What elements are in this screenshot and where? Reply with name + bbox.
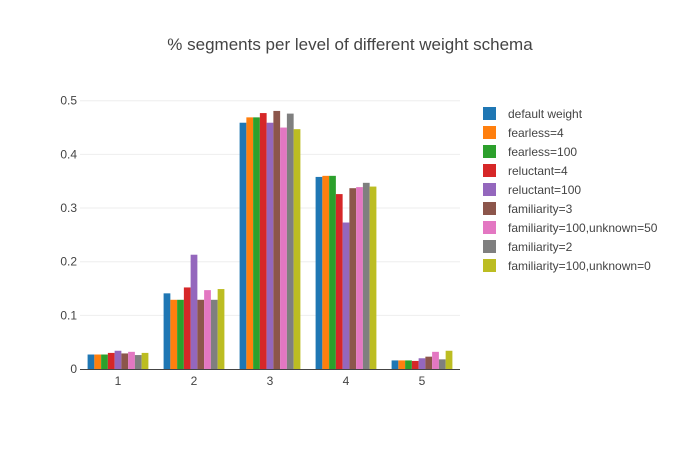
legend-item[interactable]: familiarity=100,unknown=0 [483, 259, 651, 273]
bar[interactable] [369, 186, 377, 369]
bar[interactable] [405, 360, 412, 369]
bars [87, 110, 453, 370]
bar[interactable] [411, 360, 419, 369]
bar[interactable] [391, 360, 399, 369]
legend-swatch [483, 259, 496, 272]
legend-label: reluctant=4 [508, 164, 568, 178]
bar[interactable] [259, 113, 267, 369]
legend-swatch [483, 164, 496, 177]
bar[interactable] [362, 182, 370, 369]
legend-swatch [483, 126, 496, 139]
legend-item[interactable]: familiarity=100,unknown=50 [483, 221, 658, 235]
bar[interactable] [398, 360, 406, 369]
y-tick-label: 0.1 [60, 308, 77, 322]
bar[interactable] [273, 110, 281, 370]
legend-swatch [483, 107, 496, 120]
legend-item[interactable]: fearless=100 [483, 145, 577, 159]
legend-item[interactable]: familiarity=3 [483, 202, 573, 216]
bar[interactable] [170, 299, 178, 369]
bar[interactable] [190, 254, 198, 369]
y-tick-label: 0.5 [60, 94, 77, 108]
bar[interactable] [141, 352, 149, 369]
x-tick-label: 2 [191, 374, 198, 388]
bar[interactable] [356, 187, 363, 369]
bar[interactable] [342, 222, 350, 369]
legend-item[interactable]: reluctant=4 [483, 164, 568, 178]
x-tick-label: 3 [267, 374, 274, 388]
bar[interactable] [418, 358, 426, 369]
bar[interactable] [121, 353, 129, 369]
x-tick-label: 5 [419, 374, 426, 388]
bar[interactable] [432, 351, 439, 369]
bar[interactable] [425, 356, 433, 369]
y-tick-label: 0.2 [60, 255, 77, 269]
bar[interactable] [177, 299, 184, 369]
bar[interactable] [134, 355, 142, 369]
bar[interactable] [438, 359, 446, 369]
axes: 0 0.1 0.2 0.3 0.4 0.5 1 2 3 4 5 [60, 94, 460, 388]
legend-label: familiarity=2 [508, 240, 573, 254]
legend-label: familiarity=100,unknown=50 [508, 221, 658, 235]
chart-title: % segments per level of different weight… [167, 35, 533, 54]
bar[interactable] [183, 287, 191, 369]
y-tick-label: 0.4 [60, 147, 77, 161]
y-tick-label: 0.3 [60, 201, 77, 215]
bar[interactable] [329, 175, 336, 369]
legend-swatch [483, 202, 496, 215]
bar[interactable] [293, 129, 301, 369]
bar[interactable] [107, 352, 115, 369]
x-tick-label: 1 [115, 374, 122, 388]
bar[interactable] [114, 350, 122, 369]
bar[interactable] [322, 175, 330, 369]
bar[interactable] [163, 293, 171, 369]
legend-label: fearless=100 [508, 145, 577, 159]
bar[interactable] [87, 354, 95, 369]
bar[interactable] [101, 354, 108, 369]
legend[interactable]: default weight fearless=4 fearless=100 relu… [483, 107, 658, 273]
bar[interactable] [445, 350, 453, 369]
bar[interactable] [94, 354, 102, 369]
legend-label: familiarity=3 [508, 202, 573, 216]
bar[interactable] [239, 122, 247, 369]
bar[interactable] [335, 194, 343, 369]
x-tick-label: 4 [343, 374, 350, 388]
bar[interactable] [253, 117, 260, 369]
bar[interactable] [210, 299, 218, 369]
bar[interactable] [266, 122, 274, 369]
bar[interactable] [204, 290, 211, 369]
legend-label: familiarity=100,unknown=0 [508, 259, 651, 273]
legend-label: default weight [508, 107, 583, 121]
y-tick-label: 0 [70, 362, 77, 376]
legend-swatch [483, 221, 496, 234]
bar[interactable] [128, 351, 135, 369]
bar[interactable] [246, 117, 254, 369]
legend-swatch [483, 183, 496, 196]
bar[interactable] [280, 127, 287, 369]
legend-item[interactable]: reluctant=100 [483, 183, 581, 197]
legend-swatch [483, 240, 496, 253]
bar[interactable] [315, 176, 323, 369]
legend-item[interactable]: default weight [483, 107, 583, 121]
legend-label: reluctant=100 [508, 183, 581, 197]
legend-item[interactable]: fearless=4 [483, 126, 564, 140]
legend-swatch [483, 145, 496, 158]
bar[interactable] [349, 188, 357, 369]
bar[interactable] [217, 289, 225, 369]
legend-item[interactable]: familiarity=2 [483, 240, 573, 254]
legend-label: fearless=4 [508, 126, 564, 140]
bar[interactable] [286, 113, 294, 369]
bar[interactable] [197, 299, 205, 369]
